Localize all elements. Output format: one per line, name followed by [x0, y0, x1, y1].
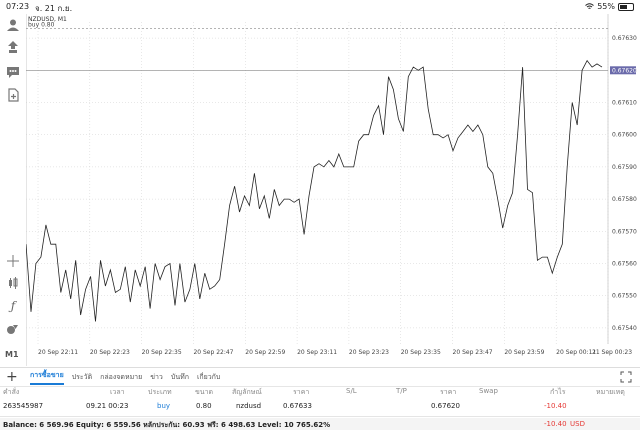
y-tick-label: 0.67600	[612, 132, 637, 139]
y-tick-label: 0.67630	[612, 35, 637, 42]
col-sl: S/L	[346, 387, 357, 395]
cell-time: 09.21 00:23	[86, 402, 129, 410]
cell-symbol: nzdusd	[236, 402, 262, 410]
orders-table-header: คำสั่ง เวลา ประเภท ขนาด สัญลักษณ์ ราคา S…	[0, 387, 640, 399]
new-document-icon[interactable]	[3, 86, 23, 104]
col-comment: หมายเหตุ	[596, 388, 625, 396]
y-tick-label: 0.67570	[612, 228, 637, 235]
chart-grid	[26, 14, 609, 344]
cell-price2: 0.67620	[431, 402, 460, 410]
x-tick-label: 20 Sep 23:47	[453, 349, 493, 356]
col-swap: Swap	[479, 387, 498, 395]
y-tick-label: 0.67610	[612, 100, 637, 107]
tab-mailbox[interactable]: กล่องจดหมาย	[100, 372, 143, 381]
col-volume: ขนาด	[195, 388, 214, 396]
x-tick-label: 20 Sep 22:23	[90, 349, 130, 356]
cell-profit: -10.40	[544, 402, 567, 410]
x-tick-label: 20 Sep 22:11	[38, 349, 78, 356]
x-tick-label: 20 Sep 23:35	[401, 349, 441, 356]
col-order: คำสั่ง	[3, 388, 20, 396]
tab-journal[interactable]: บันทึก	[170, 372, 189, 381]
y-axis-ticks: 0.67630 0.67620 0.67610 0.67600 0.67590 0.675…	[612, 35, 637, 332]
expand-icon[interactable]	[620, 371, 632, 383]
candles-icon[interactable]	[3, 274, 23, 292]
price-series-line	[26, 59, 603, 322]
cell-order: 263545987	[3, 402, 44, 410]
col-price: ราคา	[293, 388, 310, 396]
tab-about[interactable]: เกี่ยวกับ	[196, 372, 221, 381]
col-tp: T/P	[396, 387, 407, 395]
bottom-tabs-bar: + การซื้อขาย ประวัติ กล่องจดหมาย ข่าว บั…	[0, 367, 640, 387]
total-currency: USD	[570, 420, 585, 428]
y-tick-label: 0.67560	[612, 261, 637, 268]
status-date: จ. 21 ก.ย.	[35, 4, 73, 13]
status-bar: 07:23 จ. 21 ก.ย. 55%	[0, 0, 640, 14]
total-profit: -10.40	[544, 420, 567, 428]
y-tick-label: 0.67540	[612, 325, 637, 332]
trade-icon[interactable]	[3, 38, 23, 56]
col-price2: ราคา	[440, 388, 457, 396]
status-time: 07:23	[6, 2, 30, 11]
x-axis-ticks: 20 Sep 22:11 20 Sep 22:23 20 Sep 22:35 20 S…	[38, 349, 632, 356]
col-symbol: สัญลักษณ์	[232, 388, 262, 396]
y-tick-label: 0.67580	[612, 196, 637, 203]
chart-canvas: buy 0.80 0.676300.676200.676100.676000.6…	[26, 14, 637, 356]
chat-icon[interactable]	[3, 63, 23, 81]
chart-symbol: NZDUSD, M1	[28, 16, 67, 23]
cell-price: 0.67633	[283, 402, 312, 410]
battery-icon	[618, 2, 634, 11]
current-price-tag	[610, 66, 636, 75]
order-line-label: buy 0.80	[28, 21, 55, 28]
tab-trade[interactable]: การซื้อขาย	[30, 370, 64, 385]
objects-icon[interactable]	[3, 320, 23, 338]
tab-news[interactable]: ข่าว	[150, 372, 163, 381]
y-tick-label: 0.67550	[612, 293, 637, 300]
wifi-icon	[585, 3, 595, 9]
balance-summary: Balance: 6 569.96 Equity: 6 559.56 หลักป…	[3, 421, 331, 429]
terminal-tabs: การซื้อขาย ประวัติ กล่องจดหมาย ข่าว บันท…	[30, 368, 220, 386]
current-price-tag-text: 0.67620	[612, 67, 637, 74]
y-tick-label: 0.67590	[612, 164, 637, 171]
cell-type: buy	[157, 402, 171, 410]
x-tick-label: 20 Sep 22:47	[193, 349, 233, 356]
col-time: เวลา	[110, 388, 125, 396]
x-tick-label: 21 Sep 00:23	[592, 349, 632, 356]
cell-volume: 0.80	[196, 402, 212, 410]
battery-percent: 55%	[597, 2, 615, 11]
crosshair-icon[interactable]	[3, 252, 23, 270]
battery-fill	[620, 4, 627, 9]
add-icon[interactable]: +	[6, 369, 18, 385]
balance-bar: Balance: 6 569.96 Equity: 6 559.56 หลักป…	[0, 418, 640, 430]
divider	[0, 416, 640, 417]
x-tick-label: 20 Sep 00:11	[556, 349, 596, 356]
left-toolbar: ƒ M1	[0, 14, 27, 366]
x-tick-label: 20 Sep 22:35	[142, 349, 182, 356]
x-tick-label: 20 Sep 22:59	[245, 349, 285, 356]
status-right: 55%	[585, 2, 634, 11]
x-tick-label: 20 Sep 23:23	[349, 349, 389, 356]
timeframe-label[interactable]: M1	[5, 350, 19, 359]
indicators-icon[interactable]: ƒ	[10, 299, 16, 313]
price-chart[interactable]: NZDUSD, M1 buy 0.80 0.67630 0.67620 0.6761…	[26, 14, 640, 366]
col-type: ประเภท	[148, 388, 172, 396]
col-profit: กำไร	[550, 388, 566, 396]
x-tick-label: 20 Sep 23:11	[297, 349, 337, 356]
tab-history[interactable]: ประวัติ	[71, 372, 93, 381]
account-icon[interactable]	[3, 16, 23, 34]
table-row[interactable]: 263545987 09.21 00:23 buy 0.80 nzdusd 0.…	[0, 402, 640, 414]
x-tick-label: 20 Sep 23:59	[504, 349, 544, 356]
